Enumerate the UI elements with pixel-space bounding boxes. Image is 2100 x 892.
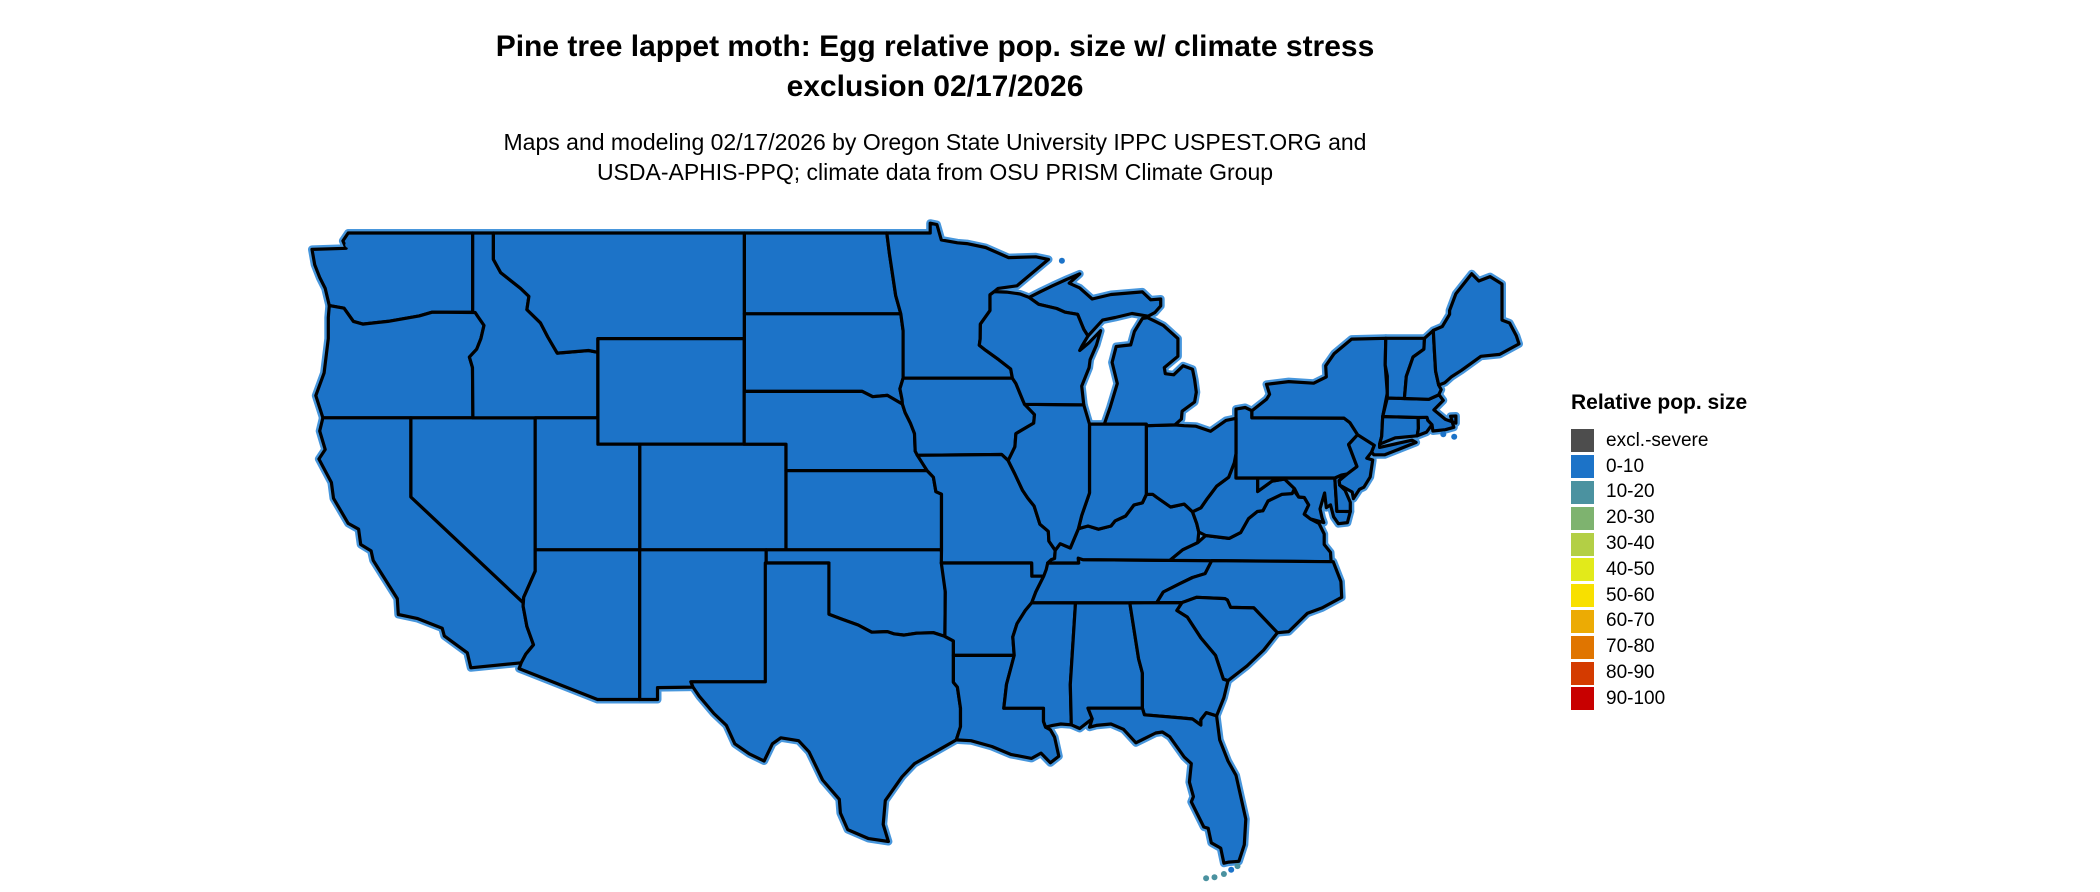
legend-entry-label: 70-80 [1606, 636, 1655, 658]
legend-entry-label: 30-40 [1606, 533, 1655, 555]
legend-entry: excl.-severe [1571, 428, 1747, 454]
legend-entry: 60-70 [1571, 609, 1747, 635]
figure-title-line1: Pine tree lappet moth: Egg relative pop.… [495, 30, 1375, 63]
island-florida-keys-3 [1220, 871, 1227, 877]
legend-entry-label: 40-50 [1606, 558, 1655, 580]
legend-swatch [1571, 584, 1594, 608]
island-florida-keys-5 [1203, 875, 1210, 882]
state-ohio [1144, 416, 1238, 514]
legend-entry-label: excl.-severe [1606, 429, 1709, 451]
legend-swatch [1571, 532, 1594, 556]
legend-entry-label: 50-60 [1606, 584, 1655, 606]
state-north-dakota [742, 231, 903, 316]
state-florida [1086, 706, 1248, 865]
state-maryland [1256, 476, 1352, 526]
figure-subtitle-line1: Maps and modeling 02/17/2026 by Oregon S… [503, 129, 1367, 155]
islands-layer [345, 241, 1458, 882]
legend-entry: 70-80 [1571, 634, 1747, 660]
legend-entry: 10-20 [1571, 480, 1747, 506]
legend-entry-label: 90-100 [1606, 687, 1666, 709]
island-florida-keys-1 [1234, 863, 1241, 870]
legend-entries: excl.-severe 0-10 10-20 20-30 30-40 40-50 50-6… [1571, 428, 1747, 712]
state-michigan-lower [1102, 316, 1198, 428]
legend-entry: 40-50 [1571, 557, 1747, 583]
legend-entry-label: 20-30 [1606, 507, 1655, 529]
legend-entry: 0-10 [1571, 454, 1747, 480]
state-wisconsin [977, 290, 1103, 407]
legend: Relative pop. size excl.-severe 0-10 10-20… [1571, 391, 1747, 712]
legend-swatch [1571, 455, 1594, 479]
states-layer [310, 221, 1521, 865]
figure-subtitle: Maps and modeling 02/17/2026 by Oregon S… [235, 127, 1635, 187]
legend-title: Relative pop. size [1571, 391, 1748, 414]
state-colorado [638, 442, 788, 552]
figure-title-line2: exclusion 02/17/2026 [786, 70, 1084, 103]
state-texas [689, 561, 963, 844]
legend-entry: 20-30 [1571, 505, 1747, 531]
island-isle-royale [1058, 257, 1065, 264]
figure-subtitle-line2: USDA-APHIS-PPQ; climate data from OSU PR… [596, 159, 1274, 185]
state-kansas [784, 469, 944, 552]
legend-swatch [1571, 635, 1594, 659]
island-florida-keys-2 [1228, 866, 1235, 873]
legend-entry-label: 10-20 [1606, 481, 1655, 503]
legend-entry-label: 60-70 [1606, 610, 1655, 632]
legend-swatch [1571, 429, 1594, 453]
figure-title: Pine tree lappet moth: Egg relative pop.… [235, 27, 1635, 107]
island-nantucket [1451, 433, 1458, 440]
legend-swatch [1571, 480, 1594, 504]
legend-swatch [1571, 661, 1594, 685]
state-oregon [314, 304, 486, 420]
state-wyoming [596, 337, 746, 446]
legend-entry-label: 0-10 [1606, 455, 1645, 477]
legend-entry: 80-90 [1571, 660, 1747, 686]
island-san-juan-islands [345, 241, 352, 248]
state-maine [1431, 272, 1521, 387]
legend-entry: 50-60 [1571, 583, 1747, 609]
legend-swatch [1571, 687, 1594, 711]
legend-swatch [1571, 558, 1594, 582]
island-marthas-vineyard [1440, 431, 1447, 438]
state-illinois [1006, 402, 1092, 552]
state-new-mexico [638, 548, 768, 702]
island-florida-keys-4 [1211, 874, 1218, 881]
legend-entry-label: 80-90 [1606, 662, 1655, 684]
legend-swatch [1571, 609, 1594, 633]
legend-entry: 30-40 [1571, 531, 1747, 557]
state-arizona [517, 548, 642, 702]
legend-entry: 90-100 [1571, 686, 1747, 712]
legend-swatch [1571, 506, 1594, 530]
